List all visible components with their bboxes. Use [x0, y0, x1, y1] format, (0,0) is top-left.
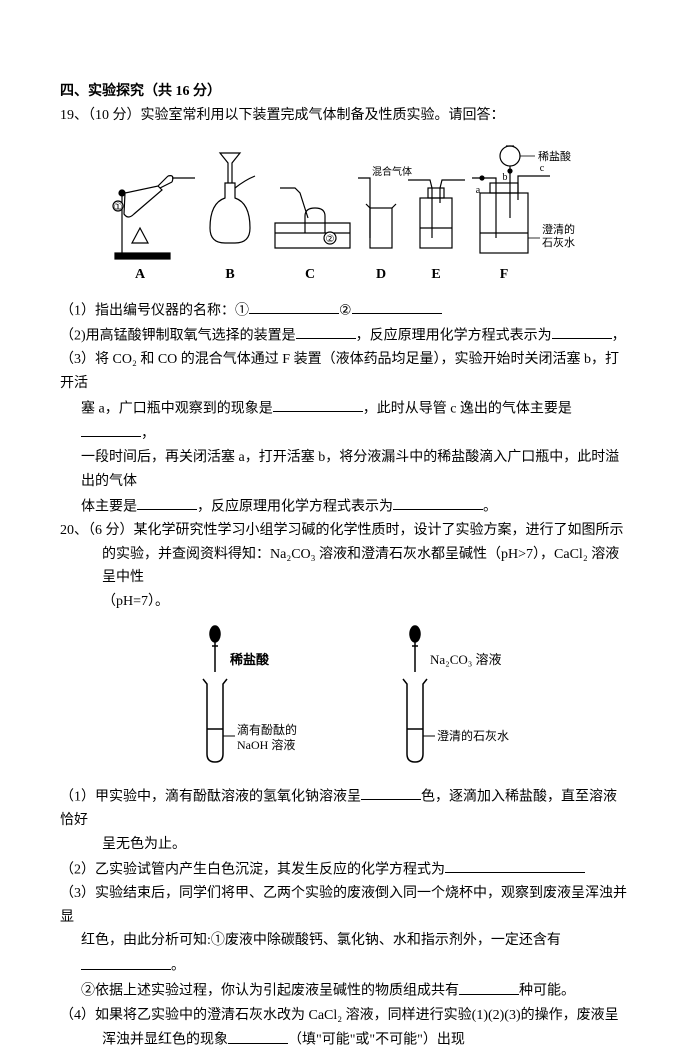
q20-p4-l2: 浑浊并显红色的现象（填"可能"或"不可能"）出现 [60, 1027, 630, 1052]
q20-p2: （2）乙实验试管内产生白色沉淀，其发生反应的化学方程式为 [60, 857, 630, 882]
q19-figure: ① A B ② C D [60, 138, 630, 288]
blank [445, 857, 585, 873]
blank [81, 953, 171, 969]
blank [137, 494, 197, 510]
svg-text:①: ① [114, 202, 123, 213]
svg-text:稀盐酸: 稀盐酸 [230, 652, 270, 667]
q19-num: 19、 [60, 108, 88, 123]
svg-text:澄清的石灰水: 澄清的石灰水 [437, 728, 509, 743]
svg-text:混合气体: 混合气体 [372, 165, 412, 178]
svg-text:B: B [225, 267, 234, 282]
q20-p4-l1: （4）如果将乙实验中的澄清石灰水改为 CaCl₂ 溶液，同样进行实验(1)(2)… [60, 1004, 630, 1028]
blank [459, 978, 519, 994]
q20-p3-l1: （3）实验结束后，同学们将甲、乙两个实验的废液倒入同一个烧杯中，观察到废液呈浑浊… [60, 882, 630, 930]
blank [249, 298, 339, 314]
q20-p1b: 呈无色为止。 [60, 833, 630, 857]
section-title: 四、实验探究（共 16 分） [60, 80, 630, 104]
q20-stem-l3: （pH=7）。 [60, 590, 630, 614]
q20-stem-l1: 20、（6 分）某化学研究性学习小组学习碱的化学性质时，设计了实验方案，进行了如… [60, 519, 630, 543]
q20-figure: 稀盐酸 滴有酚酞的 NaOH 溶液 Na₂CO₃ 溶液 澄清的石灰水 [60, 624, 630, 774]
svg-text:A: A [135, 267, 146, 282]
q19-p3-l3: 一段时间后，再关闭活塞 a，打开活塞 b，将分液漏斗中的稀盐酸滴入广口瓶中，此时… [60, 446, 630, 494]
svg-text:澄清的: 澄清的 [542, 222, 575, 236]
q20-num: 20、 [60, 523, 88, 538]
svg-text:D: D [376, 267, 386, 282]
svg-text:Na₂CO₃ 溶液: Na₂CO₃ 溶液 [430, 652, 502, 667]
q19-p3-l4: 体主要是，反应原理用化学方程式表示为。 [60, 494, 630, 519]
q19-stem-text: 实验室常利用以下装置完成气体制备及性质实验。请回答： [141, 108, 505, 123]
q19-p3-l1: （3）将 CO₂ 和 CO 的混合气体通过 F 装置（液体药品均足量），实验开始… [60, 348, 630, 396]
svg-text:稀盐酸: 稀盐酸 [538, 149, 571, 163]
svg-text:②: ② [326, 234, 335, 245]
blank [228, 1027, 288, 1043]
blank [552, 323, 612, 339]
q20-p3-l2: 红色，由此分析可知:①废液中除碳酸钙、氯化钠、水和指示剂外，一定还含有。 [60, 929, 630, 978]
blank [81, 421, 141, 437]
svg-text:NaOH 溶液: NaOH 溶液 [237, 737, 295, 752]
blank [273, 396, 363, 412]
q19-points: （10 分） [88, 108, 141, 123]
q20-stem-l2: 的实验，并查阅资料得知：Na₂CO₃ 溶液和澄清石灰水都呈碱性（pH>7），Ca… [60, 543, 630, 591]
q19-p2: （2)用高锰酸钾制取氧气选择的装置是，反应原理用化学方程式表示为， [60, 323, 630, 348]
svg-text:c: c [540, 163, 545, 174]
svg-text:C: C [305, 267, 315, 282]
q20-p3-l3: ②依据上述实验过程，你认为引起废液呈碱性的物质组成共有种可能。 [60, 978, 630, 1003]
svg-text:E: E [431, 267, 440, 282]
q20-points: （6 分） [88, 523, 134, 538]
blank [296, 323, 356, 339]
svg-text:石灰水: 石灰水 [542, 235, 575, 249]
svg-text:F: F [500, 267, 509, 282]
blank [352, 298, 442, 314]
q19-stem: 19、（10 分）实验室常利用以下装置完成气体制备及性质实验。请回答： [60, 104, 630, 128]
svg-text:b: b [503, 172, 508, 183]
blank [361, 784, 421, 800]
q19-p3-l2: 塞 a，广口瓶中观察到的现象是，此时从导管 c 逸出的气体主要是， [60, 396, 630, 446]
blank [393, 494, 483, 510]
q19-p1: （1）指出编号仪器的名称：①② [60, 298, 630, 323]
svg-text:滴有酚酞的: 滴有酚酞的 [237, 722, 297, 737]
q20-p1: （1）甲实验中，滴有酚酞溶液的氢氧化钠溶液呈色，逐滴加入稀盐酸，直至溶液恰好 [60, 784, 630, 833]
svg-text:a: a [476, 185, 481, 196]
